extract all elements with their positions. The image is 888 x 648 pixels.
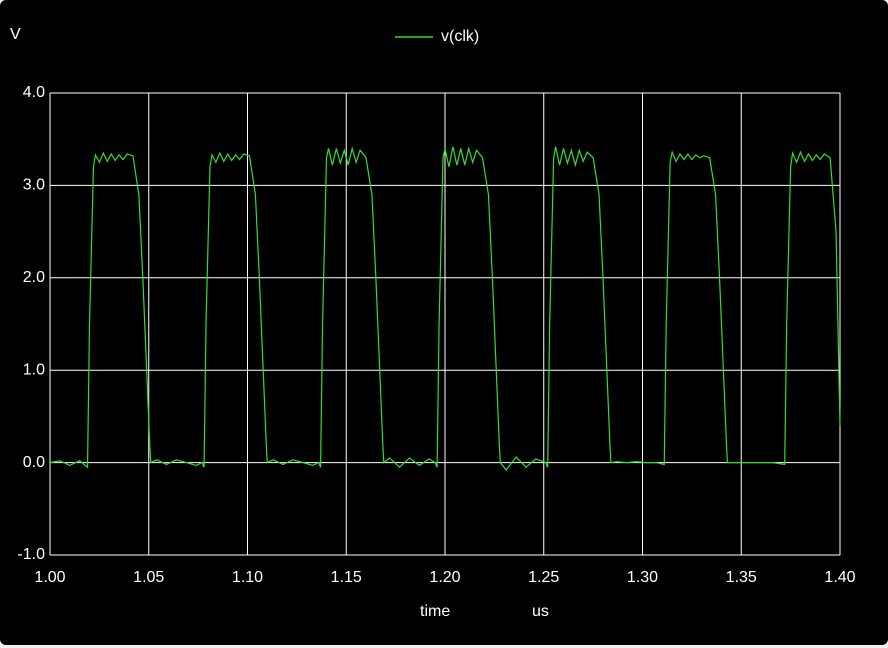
series-line (49, 146, 841, 471)
x-tick-label: 1.30 (627, 569, 658, 586)
x-tick-label: 1.00 (34, 569, 65, 586)
y-tick-label: 1.0 (23, 361, 45, 378)
x-tick-label: 1.35 (726, 569, 757, 586)
x-tick-label: 1.25 (528, 569, 559, 586)
x-tick-label: 1.15 (331, 569, 362, 586)
y-tick-label: -1.0 (17, 546, 45, 563)
x-tick-label: 1.40 (824, 569, 855, 586)
x-tick-label: 1.20 (429, 569, 460, 586)
y-axis-label: V (10, 26, 21, 43)
x-axis-unit: us (532, 603, 549, 620)
y-tick-label: 4.0 (23, 84, 45, 101)
x-tick-label: 1.05 (133, 569, 164, 586)
x-tick-label: 1.10 (232, 569, 263, 586)
legend-label: v(clk) (441, 28, 479, 45)
x-axis-label: time (420, 603, 450, 620)
y-tick-label: 3.0 (23, 177, 45, 194)
y-tick-label: 0.0 (23, 454, 45, 471)
y-tick-label: 2.0 (23, 269, 45, 286)
